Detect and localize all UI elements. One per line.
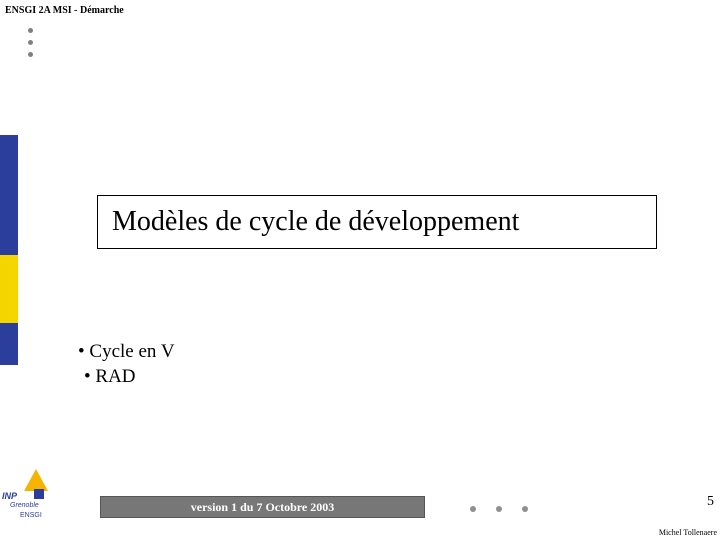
dot-icon <box>28 52 33 57</box>
bullet-list: Cycle en V RAD <box>78 340 175 389</box>
header-bullet-dots <box>28 28 33 57</box>
course-header: ENSGI 2A MSI - Démarche <box>5 5 124 16</box>
svg-text:INP: INP <box>2 491 18 501</box>
dot-icon <box>522 506 528 512</box>
inp-grenoble-logo: INP Grenoble ENSGI <box>2 467 60 522</box>
dot-icon <box>470 506 476 512</box>
dot-icon <box>496 506 502 512</box>
sidebar-stripe-yellow <box>0 255 18 323</box>
page-number: 5 <box>707 494 714 510</box>
sidebar-stripe-blue-top <box>0 135 18 255</box>
dot-icon <box>28 28 33 33</box>
svg-text:ENSGI: ENSGI <box>20 512 42 519</box>
sidebar-stripe-blue-bottom <box>0 323 18 365</box>
bullet-item: RAD <box>78 365 175 390</box>
author-name: Michel Tollenaere <box>659 528 717 537</box>
dot-icon <box>28 40 33 45</box>
bullet-item: Cycle en V <box>78 340 175 365</box>
slide-title: Modèles de cycle de développement <box>112 206 519 238</box>
title-box: Modèles de cycle de développement <box>97 195 657 249</box>
version-text: version 1 du 7 Octobre 2003 <box>191 500 334 515</box>
svg-text:Grenoble: Grenoble <box>10 502 39 509</box>
footer-dots <box>470 506 528 512</box>
footer-version-bar: version 1 du 7 Octobre 2003 <box>100 496 425 518</box>
